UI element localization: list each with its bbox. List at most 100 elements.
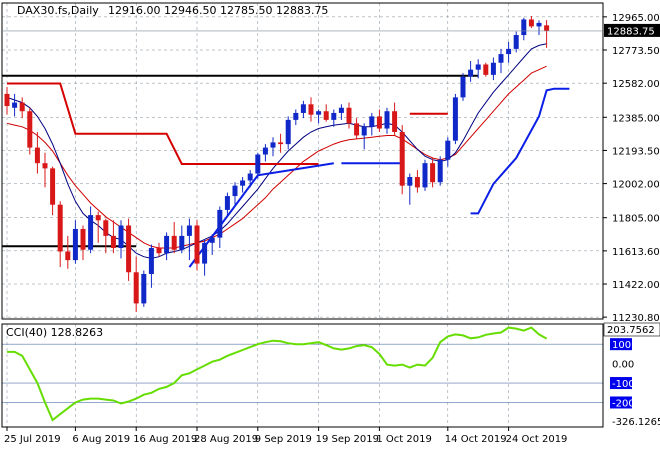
candle xyxy=(262,144,268,162)
candle xyxy=(126,218,132,281)
candle-body xyxy=(12,102,18,108)
candle-body xyxy=(422,163,428,188)
candle-body xyxy=(42,163,48,169)
candle-body xyxy=(179,235,185,250)
cci-y-label: -100 xyxy=(612,379,635,390)
candle-body xyxy=(224,196,230,210)
cci-y-label: 0.00 xyxy=(612,360,634,371)
candle xyxy=(42,152,48,188)
symbol-label: DAX30.fs,Daily xyxy=(17,4,99,17)
candle xyxy=(346,102,352,129)
candle xyxy=(338,104,344,120)
candle-body xyxy=(316,111,322,115)
x-tick-label: 16 Aug 2019 xyxy=(133,434,197,445)
candle-body xyxy=(156,248,162,254)
candle xyxy=(300,100,306,119)
candle-body xyxy=(80,228,86,250)
y-tick-label: 12385.00 xyxy=(612,113,660,124)
candle-body xyxy=(110,235,116,249)
candle xyxy=(513,31,519,53)
candle xyxy=(179,225,185,254)
candle-body xyxy=(262,147,268,155)
candle-body xyxy=(232,185,238,197)
stop-line-red xyxy=(7,82,319,165)
candle xyxy=(331,109,337,127)
candle-body xyxy=(50,168,56,205)
y-tick-label: 12773.50 xyxy=(612,46,660,57)
candle-body xyxy=(414,177,420,188)
candle-body xyxy=(338,107,344,113)
candle-body xyxy=(186,225,192,236)
cci-top-tag-text: 203.7562 xyxy=(607,325,655,336)
candle-body xyxy=(490,62,496,75)
x-tick-label: 9 Sep 2019 xyxy=(255,434,312,445)
main-panel-frame xyxy=(1,2,604,320)
candle-body xyxy=(369,116,375,127)
candle-body xyxy=(118,225,124,249)
candle xyxy=(95,211,101,243)
y-tick-label: 12002.00 xyxy=(612,180,660,191)
candle xyxy=(4,86,10,115)
candle xyxy=(156,242,162,257)
candle xyxy=(293,109,299,126)
candle-body xyxy=(498,54,504,63)
candle-body xyxy=(452,97,458,141)
y-tick-label: 11805.00 xyxy=(612,214,660,225)
candle-body xyxy=(430,163,436,183)
candle xyxy=(118,220,124,259)
grid xyxy=(2,3,603,427)
candle-body xyxy=(72,228,78,261)
candle xyxy=(65,235,71,269)
candle-body xyxy=(521,19,527,36)
candle xyxy=(278,133,284,153)
candle xyxy=(521,17,527,41)
candle xyxy=(354,118,360,139)
candle-body xyxy=(468,69,474,77)
candle-body xyxy=(4,93,10,107)
cci-level-tag xyxy=(610,338,632,351)
y-tick-label: 12193.50 xyxy=(612,146,660,157)
stop-line-blue xyxy=(470,87,570,215)
candle-body xyxy=(483,64,489,75)
candle-body xyxy=(126,225,132,273)
candle-body xyxy=(506,48,512,55)
candle-body xyxy=(293,112,299,120)
candle xyxy=(224,192,230,217)
candle-body xyxy=(399,131,405,186)
candle-body xyxy=(331,112,337,120)
price-tag: 12883.75 xyxy=(604,23,660,37)
candle xyxy=(247,170,253,188)
candle xyxy=(34,131,40,174)
cci-panel-frame xyxy=(1,323,604,428)
candle xyxy=(361,123,367,150)
candle-body xyxy=(392,111,398,132)
candle xyxy=(445,137,451,167)
candle-body xyxy=(323,111,329,120)
x-tick-label: 24 Oct 2019 xyxy=(506,434,568,445)
candle xyxy=(141,270,147,307)
cci-y-label: -326.1265 xyxy=(612,417,660,428)
cci-level-tag xyxy=(610,396,632,409)
candle xyxy=(270,137,276,157)
y-tick-label: 11230.80 xyxy=(612,313,660,324)
candle xyxy=(323,104,329,122)
candle xyxy=(209,234,215,255)
candle xyxy=(376,109,382,132)
candle-body xyxy=(194,225,200,264)
candle xyxy=(194,220,200,271)
candle-body xyxy=(445,140,451,160)
candle xyxy=(103,218,109,254)
candle xyxy=(544,20,550,48)
candle-body xyxy=(346,107,352,124)
candle-body xyxy=(133,272,139,304)
candle-body xyxy=(285,119,291,145)
candle-body xyxy=(164,235,170,254)
candle-body xyxy=(27,111,33,148)
candle xyxy=(19,97,25,119)
candle xyxy=(57,201,63,268)
candle-body xyxy=(141,273,147,304)
cci-y-label: 100 xyxy=(612,340,631,351)
candle-body xyxy=(148,248,154,274)
